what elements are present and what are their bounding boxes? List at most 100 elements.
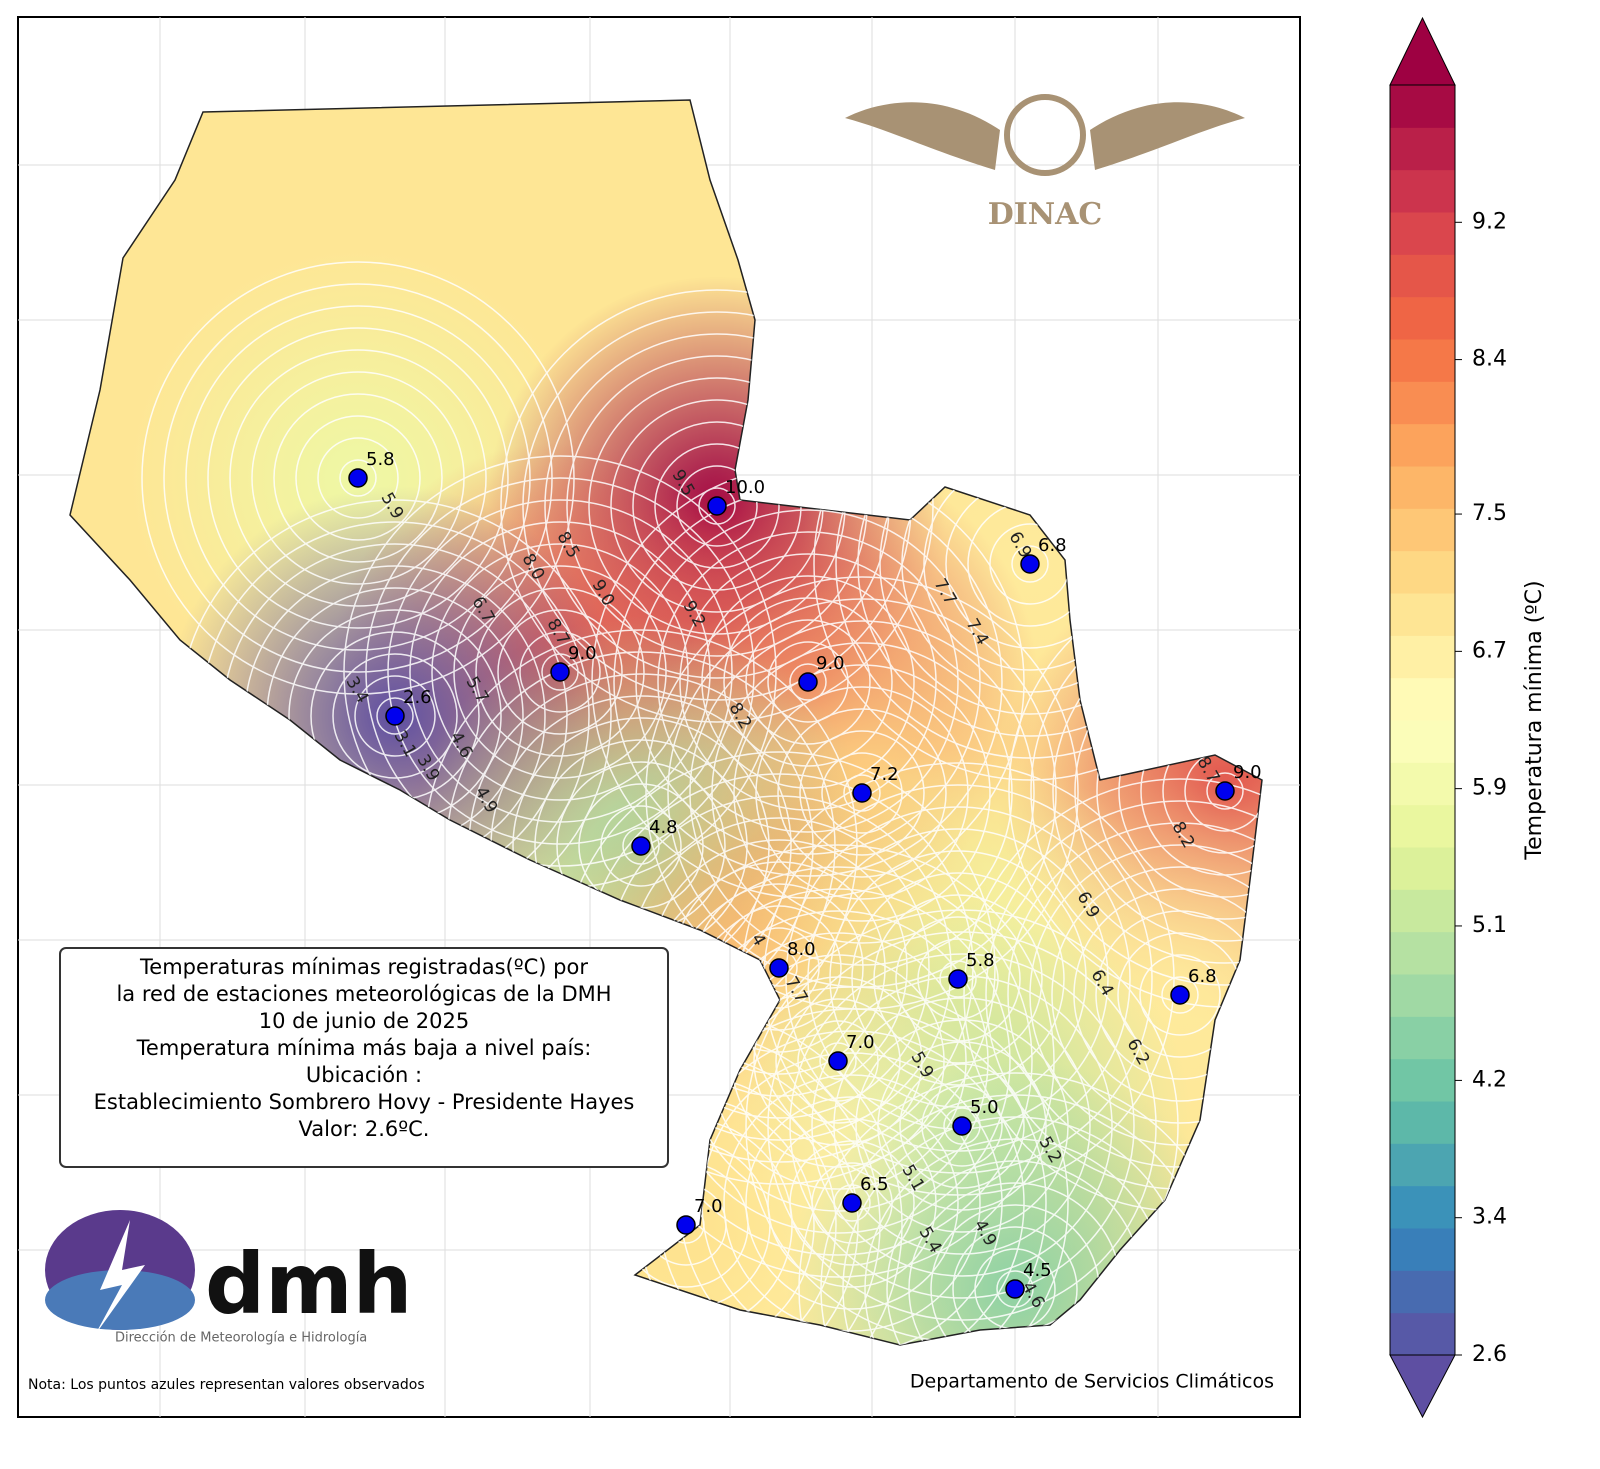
isotherm	[207, 327, 509, 629]
station	[948, 969, 968, 989]
colorbar-band	[1390, 720, 1455, 763]
colorbar-tick-label: 8.4	[1472, 347, 1507, 372]
colorbar-band	[1390, 635, 1455, 679]
station-label: 9.0	[1233, 762, 1262, 783]
station	[1005, 1279, 1025, 1299]
isotherm	[1206, 772, 1244, 810]
isotherm	[819, 1042, 857, 1080]
colorbar: 2.6 3.4 4.2 5.1 5.9 6.7 7.5 8.4 9.2 Temperatura m…	[1389, 16, 1547, 1419]
station	[676, 1215, 696, 1235]
colorbar-band	[1390, 296, 1455, 340]
isotherm	[185, 305, 531, 651]
isotherm	[767, 1118, 937, 1288]
info-line: Ubicación :	[306, 1063, 422, 1087]
colorbar-bottom	[1389, 1354, 1456, 1419]
station-label: 7.2	[870, 764, 899, 785]
colorbar-band	[1390, 339, 1455, 382]
country-outline	[69, 99, 1263, 1346]
department: Departamento de Servicios Climáticos	[910, 1371, 1274, 1393]
isotherm	[767, 641, 849, 723]
isotherm	[745, 1096, 959, 1310]
colorbar-tick-label: 4.2	[1472, 1067, 1507, 1092]
colorbar-band	[1390, 1185, 1455, 1229]
info-line: 10 de junio de 2025	[259, 1009, 470, 1033]
isotherm	[497, 609, 623, 735]
station-label: 10.0	[725, 477, 765, 498]
station	[828, 1051, 848, 1071]
colorbar-band	[1390, 127, 1455, 171]
info-box	[59, 947, 669, 1168]
isotherm	[679, 553, 937, 811]
colorbar-band	[1390, 1228, 1455, 1271]
colorbar-band	[1390, 677, 1455, 721]
isotherm	[475, 587, 645, 757]
isotherm	[635, 509, 981, 855]
station-label: 7.0	[846, 1032, 875, 1053]
info-line: Valor: 2.6ºC.	[299, 1117, 430, 1141]
isotherm	[676, 465, 758, 547]
station-label: 9.0	[568, 643, 597, 664]
colorbar-band	[1390, 889, 1455, 933]
colorbar-band	[1390, 1312, 1455, 1356]
colorbar-tick-label: 6.7	[1472, 638, 1507, 663]
colorbar-band	[1390, 85, 1455, 128]
colorbar-band	[1390, 593, 1455, 636]
isotherm	[519, 631, 601, 713]
colorbar-frame	[1389, 84, 1456, 1356]
isotherm	[777, 708, 947, 878]
isotherm	[723, 597, 893, 767]
station-label: 6.5	[860, 1174, 889, 1195]
colorbar-band	[1390, 381, 1455, 425]
station-label: 4.8	[649, 817, 678, 838]
isotherm	[789, 663, 827, 701]
station-label: 5.8	[366, 449, 395, 470]
colorbar-tick-label: 5.9	[1472, 776, 1507, 801]
colorbar-band	[1390, 1270, 1455, 1314]
isotherm	[921, 1085, 1003, 1167]
isotherm	[1161, 976, 1199, 1014]
info-line: Temperaturas mínimas registradas(ºC) por	[139, 955, 588, 979]
isotherm	[917, 938, 999, 1020]
colorbar-label: Temperatura mínima (ºC)	[1522, 580, 1547, 860]
info-line: Establecimiento Sombrero Hovy - Presiden…	[94, 1090, 635, 1114]
dmh-logo: dmh Dirección de Meteorología e Hidrolog…	[45, 1210, 412, 1346]
stations: 5.8 10.0 6.8 9.0 9.0 2.6 9.0 7.2 4.8 8.0 5.8 6.8 7.0…	[348, 449, 1262, 1299]
station	[852, 783, 872, 803]
isotherm	[789, 953, 1135, 1299]
colorbar-band	[1390, 1058, 1455, 1102]
station-label: 6.8	[1188, 966, 1217, 987]
isotherm	[657, 531, 959, 833]
isotherm	[851, 872, 1065, 1086]
colorbar-band	[1390, 974, 1455, 1017]
station-label: 2.6	[403, 687, 432, 708]
isotherm	[317, 437, 399, 519]
station	[1020, 554, 1040, 574]
colorbar-band	[1390, 508, 1455, 552]
station-label: 5.0	[970, 1097, 999, 1118]
isotherm	[332, 653, 458, 779]
isotherm	[733, 664, 991, 922]
colorbar-band	[1390, 847, 1455, 890]
isotherm	[939, 960, 977, 998]
isotherm	[723, 1074, 981, 1332]
isotherm	[622, 827, 660, 865]
colorbar-band	[1390, 931, 1455, 975]
colorbar-band	[1390, 550, 1455, 594]
station-label: 4.5	[1023, 1260, 1052, 1281]
dinac-logo: DINAC	[845, 94, 1245, 232]
colorbar-band	[1390, 1101, 1455, 1144]
isotherm	[799, 730, 925, 856]
colorbar-tick-label: 3.4	[1472, 1205, 1507, 1230]
isotherm	[952, 1226, 1078, 1345]
isotherm	[354, 675, 436, 757]
info-line: la red de estaciones meteorológicas de l…	[116, 982, 611, 1006]
info-text: Temperaturas mínimas registradas(ºC) por…	[94, 955, 635, 1141]
isotherm	[833, 997, 1091, 1255]
isotherm	[376, 697, 414, 735]
isotherm	[339, 459, 377, 497]
dinac-text: DINAC	[988, 197, 1103, 232]
isotherm	[541, 653, 579, 691]
isotherm	[1139, 954, 1221, 1036]
dmh-text: dmh	[205, 1235, 412, 1333]
